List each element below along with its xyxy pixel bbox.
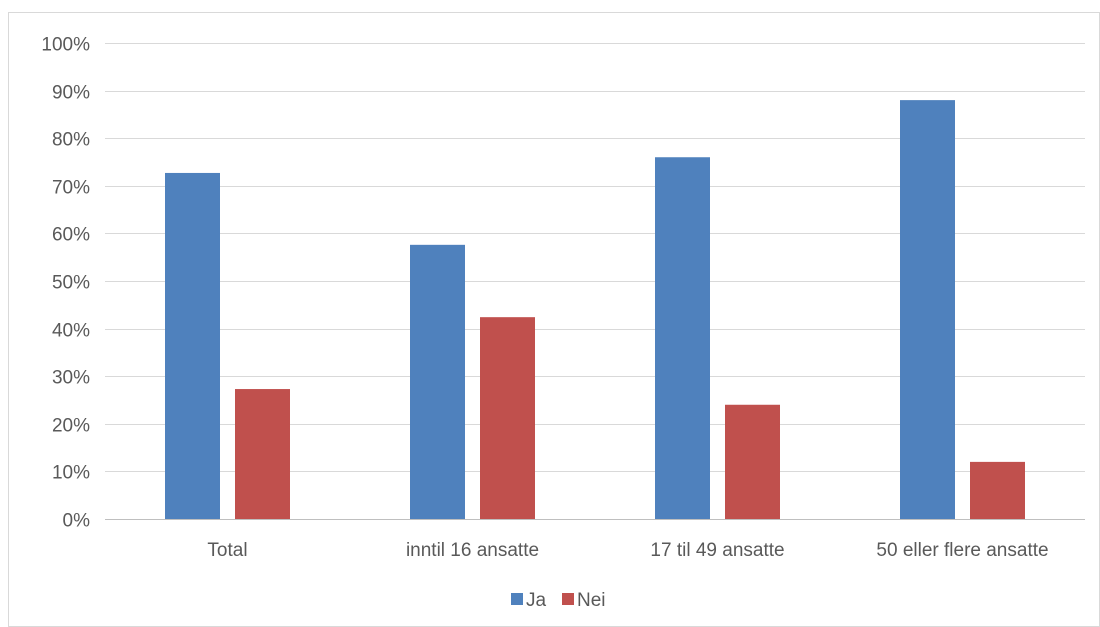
y-tick-label: 40%: [52, 321, 90, 342]
x-category-label: 50 eller flere ansatte: [876, 540, 1048, 561]
legend: Ja Nei: [511, 590, 606, 611]
y-tick-label: 90%: [52, 83, 90, 104]
bar-nei: [725, 404, 780, 519]
y-tick-label: 70%: [52, 178, 90, 199]
y-tick-label: 100%: [41, 35, 90, 56]
bar-ja: [900, 100, 955, 520]
y-tick-label: 50%: [52, 273, 90, 294]
x-axis-category-labels: Total inntil 16 ansatte 17 til 49 ansatte 5…: [207, 540, 1048, 561]
y-tick-label: 60%: [52, 225, 90, 246]
x-category-label: Total: [207, 540, 247, 561]
y-tick-label: 80%: [52, 130, 90, 151]
legend-label-ja: Ja: [526, 590, 547, 611]
x-category-label: 17 til 49 ansatte: [650, 540, 784, 561]
y-tick-label: 0%: [63, 511, 91, 532]
bar-nei: [970, 461, 1025, 519]
legend-swatch-ja: [511, 593, 523, 605]
bars: [165, 100, 1025, 520]
y-tick-label: 30%: [52, 368, 90, 389]
x-category-label: inntil 16 ansatte: [406, 540, 539, 561]
bar-nei: [480, 317, 535, 519]
bar-ja: [410, 244, 465, 519]
y-tick-label: 10%: [52, 463, 90, 484]
y-tick-label: 20%: [52, 416, 90, 437]
legend-label-nei: Nei: [577, 590, 606, 611]
bar-ja: [165, 172, 220, 519]
y-axis-tick-labels: 0% 10% 20% 30% 40% 50% 60% 70% 80% 90% 100%: [41, 35, 90, 532]
legend-swatch-nei: [562, 593, 574, 605]
bar-nei: [235, 389, 290, 519]
bar-ja: [655, 157, 710, 520]
